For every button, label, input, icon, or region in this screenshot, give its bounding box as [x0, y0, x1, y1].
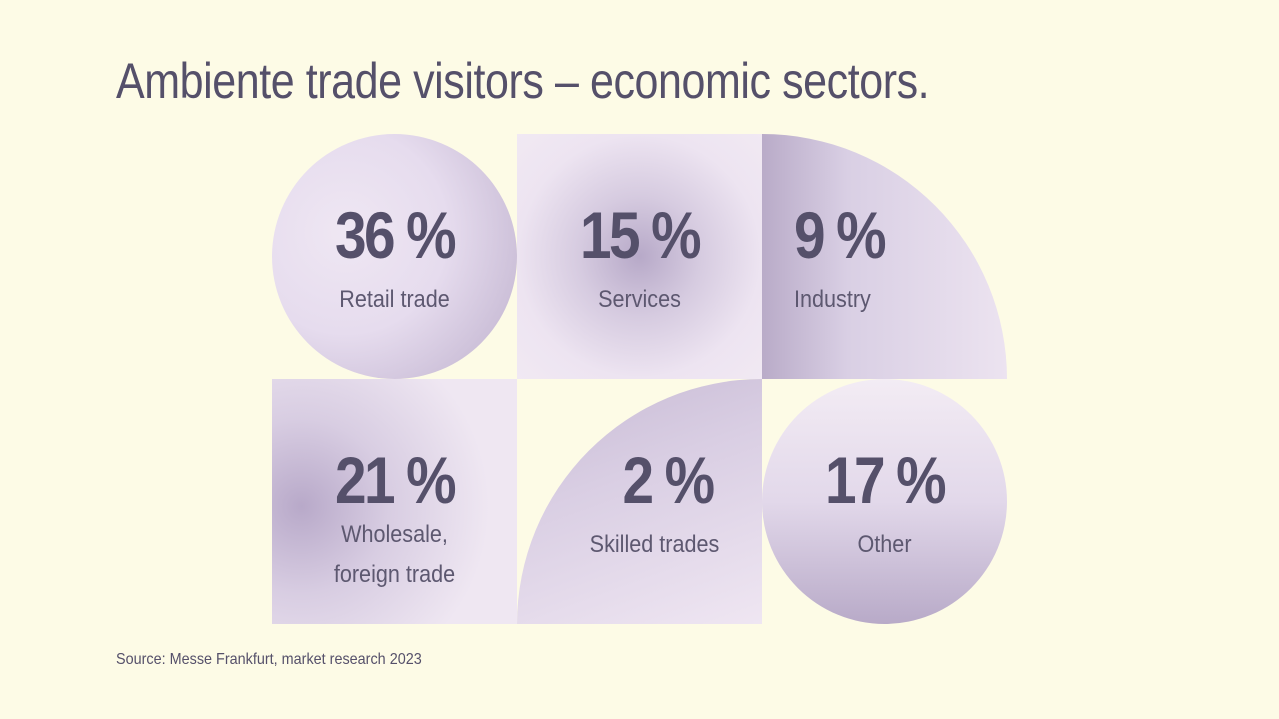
tile-industry: 9 % Industry	[762, 134, 1007, 379]
category-label-retail-trade: Retail trade	[339, 286, 450, 313]
value-label-skilled-trades: 2 %	[622, 443, 715, 517]
value-label-industry: 9 %	[794, 198, 887, 272]
tile-other: 17 % Other	[762, 379, 1007, 624]
tile-skilled-trades: 2 % Skilled trades	[517, 379, 762, 624]
category-label-wholesale: Wholesale, foreign trade	[284, 515, 505, 595]
value-label-wholesale: 21 %	[334, 443, 457, 517]
category-label-wholesale-line1: Wholesale,	[341, 521, 448, 548]
category-label-wholesale-line2: foreign trade	[333, 561, 456, 588]
sector-grid: 36 % Retail trade 15 % Services 9 % Indu…	[272, 134, 1007, 624]
tile-retail-trade: 36 % Retail trade	[272, 134, 517, 379]
value-label-other: 17 %	[824, 443, 947, 517]
category-label-skilled-trades: Skilled trades	[589, 531, 720, 558]
tile-services: 15 % Services	[517, 134, 762, 379]
tile-wholesale: 21 % Wholesale, foreign trade	[272, 379, 517, 624]
source-note: Source: Messe Frankfurt, market research…	[116, 651, 422, 668]
value-label-services: 15 %	[579, 198, 702, 272]
category-label-services: Services	[598, 286, 681, 313]
value-label-retail-trade: 36 %	[334, 198, 457, 272]
chart-title: Ambiente trade visitors – economic secto…	[116, 53, 930, 109]
category-label-other: Other	[857, 531, 912, 558]
category-label-industry: Industry	[794, 286, 871, 313]
